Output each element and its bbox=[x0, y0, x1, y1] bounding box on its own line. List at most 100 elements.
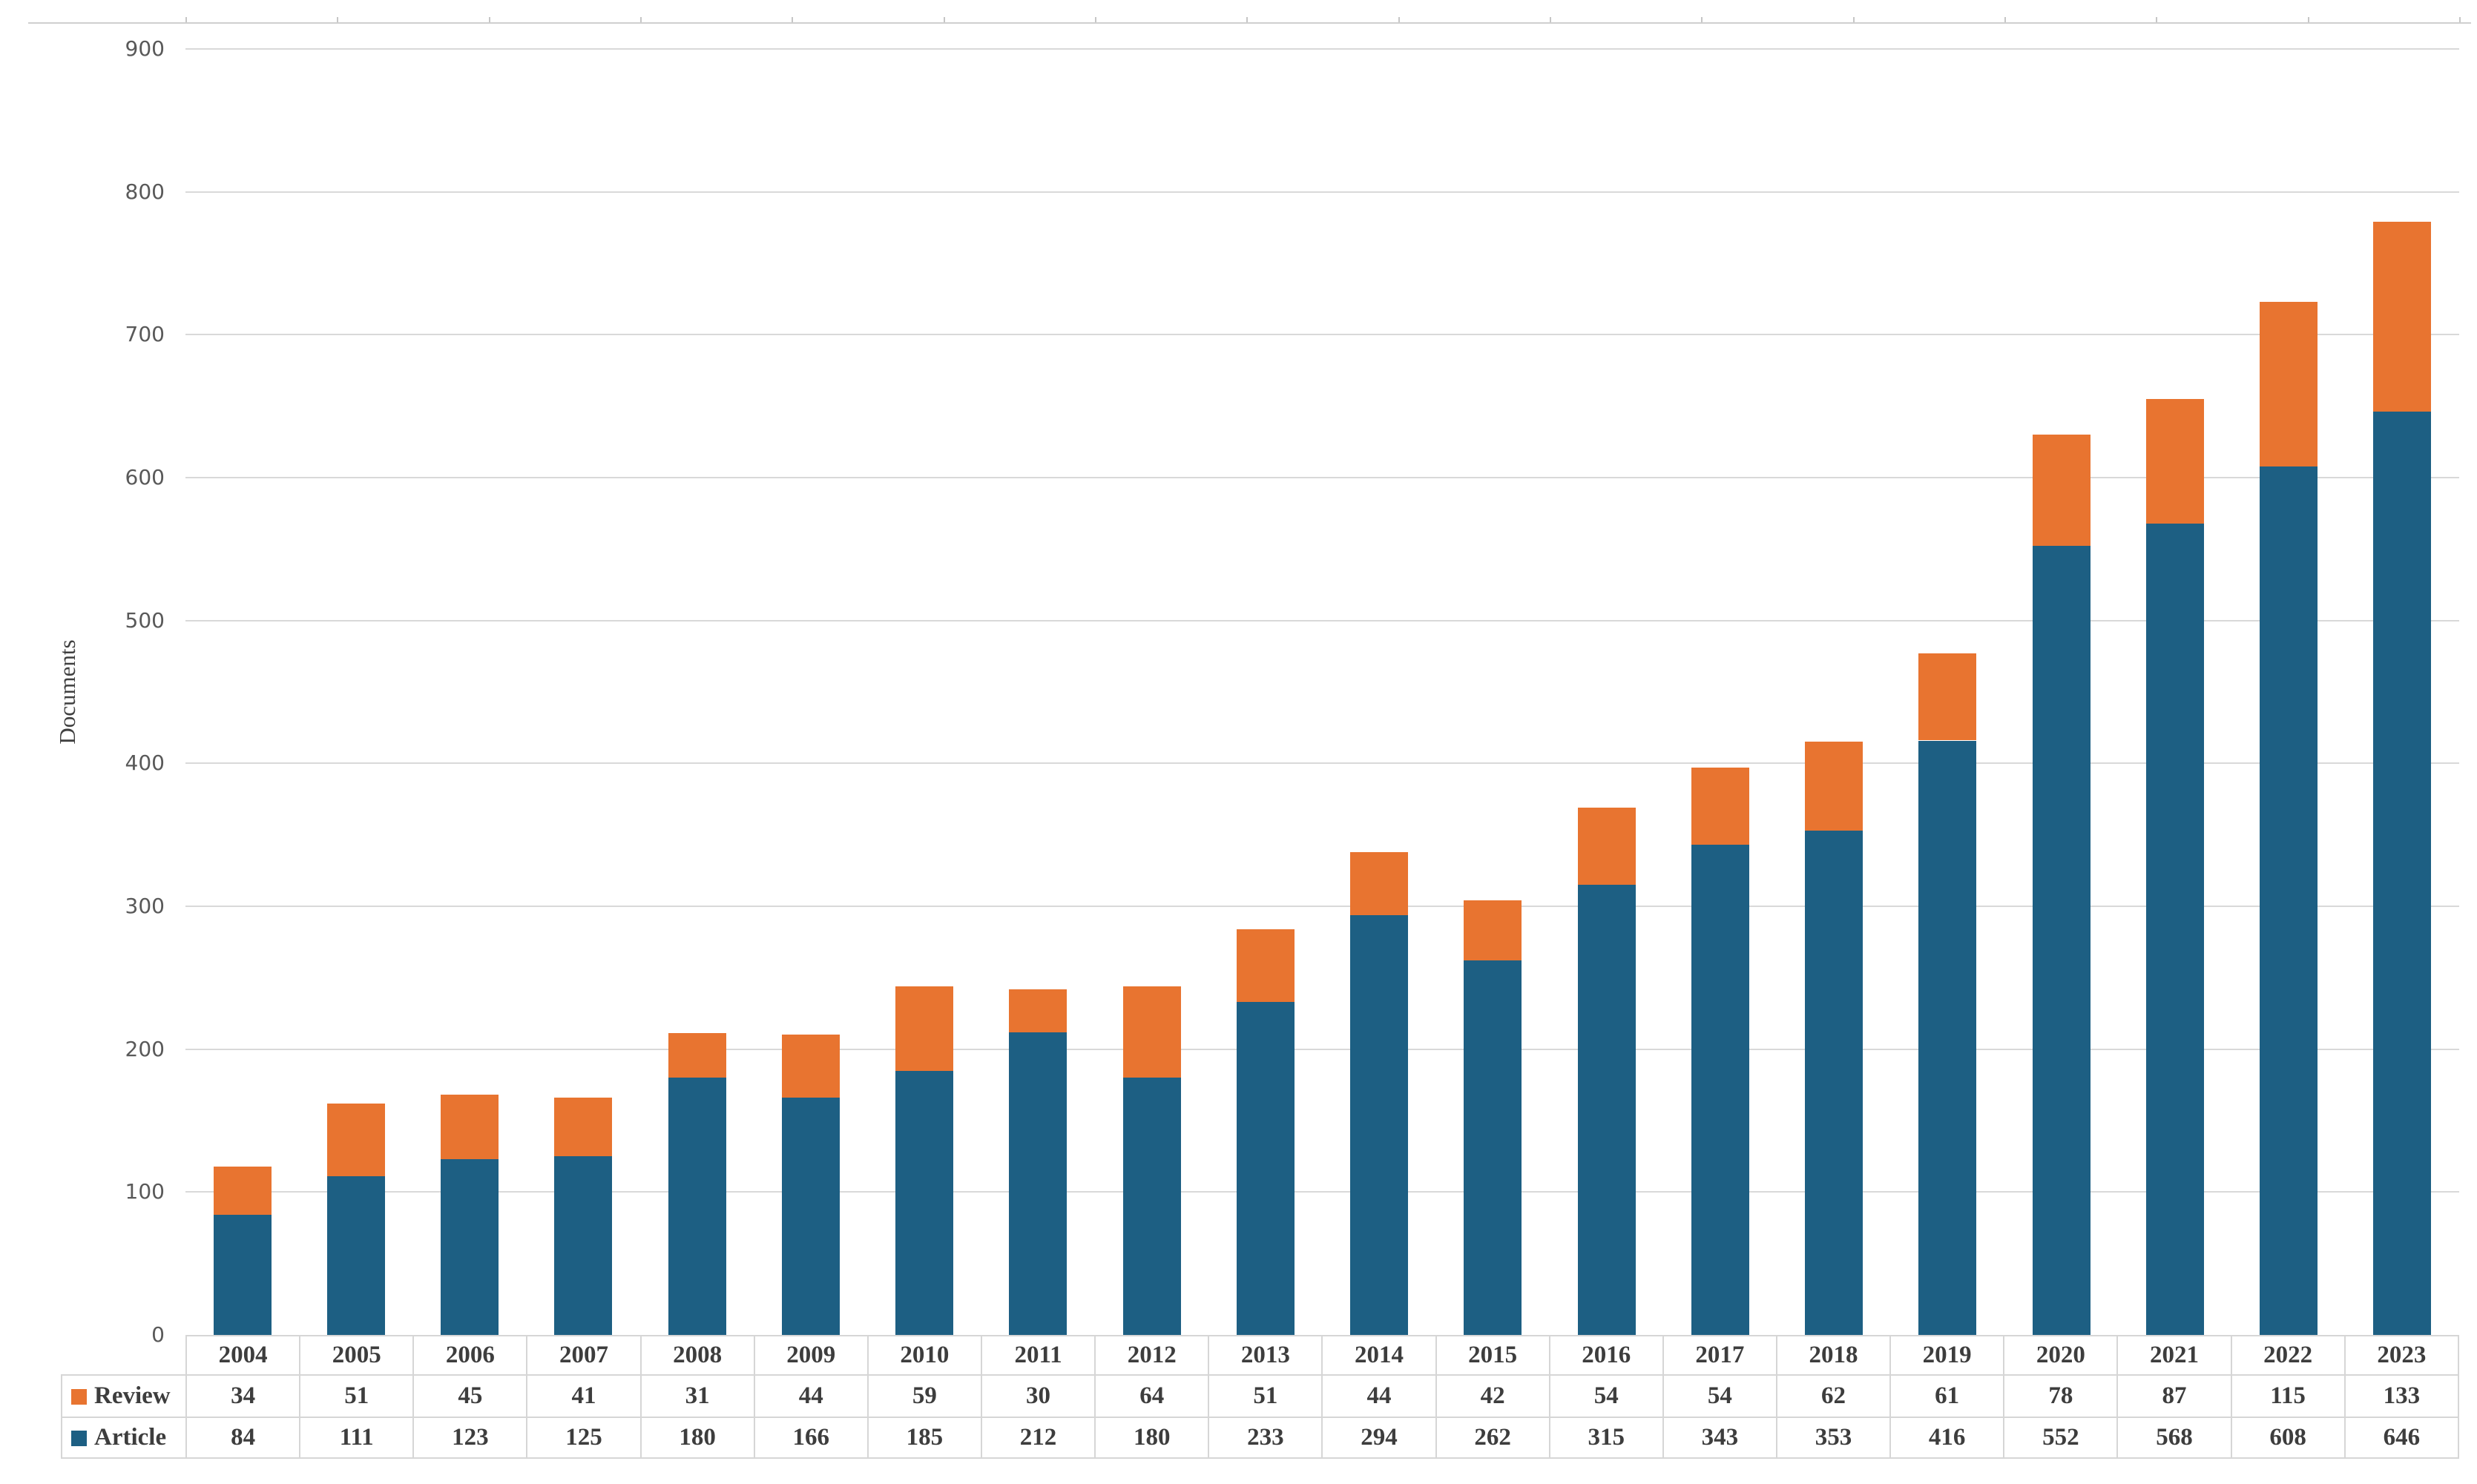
review-value-cell: 30 bbox=[980, 1374, 1096, 1418]
article-value-cell: 166 bbox=[753, 1417, 869, 1459]
article-value-cell: 262 bbox=[1435, 1417, 1550, 1459]
bar-segment-review bbox=[1236, 929, 1295, 1003]
top-axis-tick bbox=[640, 17, 642, 22]
year-header-cell: 2023 bbox=[2343, 1335, 2460, 1376]
review-value-cell: 64 bbox=[1094, 1374, 1210, 1418]
article-value-cell: 294 bbox=[1321, 1417, 1437, 1459]
gridline bbox=[185, 1048, 2459, 1050]
y-axis-tick-label: 900 bbox=[125, 36, 165, 61]
review-value-cell: 78 bbox=[2003, 1374, 2119, 1418]
y-axis-tick-label: 300 bbox=[125, 894, 165, 918]
review-value-cell: 54 bbox=[1662, 1374, 1777, 1418]
article-value-cell: 608 bbox=[2230, 1417, 2346, 1459]
y-axis-tick-label: 600 bbox=[125, 465, 165, 489]
top-axis-tick bbox=[1701, 17, 1703, 22]
review-legend-swatch-icon bbox=[71, 1389, 87, 1405]
y-axis-tick-label: 400 bbox=[125, 751, 165, 776]
year-header-cell: 2010 bbox=[866, 1335, 982, 1376]
article-value-cell: 568 bbox=[2116, 1417, 2232, 1459]
review-value-cell: 54 bbox=[1548, 1374, 1664, 1418]
top-axis-tick bbox=[1246, 17, 1248, 22]
article-value-cell: 180 bbox=[639, 1417, 755, 1459]
review-value-cell: 51 bbox=[1208, 1374, 1323, 1418]
year-header-cell: 2013 bbox=[1208, 1335, 1323, 1376]
year-header-cell: 2012 bbox=[1094, 1335, 1210, 1376]
year-header-cell: 2008 bbox=[639, 1335, 755, 1376]
bar-segment-review bbox=[1577, 808, 1636, 886]
bar-segment-article bbox=[1122, 1078, 1181, 1335]
top-axis-tick bbox=[2459, 17, 2461, 22]
y-axis-title: Documents bbox=[54, 639, 80, 745]
bar-segment-review bbox=[668, 1033, 726, 1078]
y-axis-tick-label: 700 bbox=[125, 322, 165, 347]
y-axis-tick-label: 0 bbox=[151, 1322, 165, 1347]
bar-segment-article bbox=[1691, 845, 1749, 1335]
bar-segment-review bbox=[2260, 302, 2318, 466]
year-header-cell: 2018 bbox=[1775, 1335, 1892, 1376]
bar-segment-review bbox=[1350, 851, 1409, 915]
review-value-cell: 51 bbox=[299, 1374, 415, 1418]
review-value-cell: 45 bbox=[412, 1374, 528, 1418]
top-axis-tick bbox=[2308, 17, 2309, 22]
bar-segment-review bbox=[2032, 435, 2091, 547]
bar-segment-article bbox=[1805, 830, 1863, 1335]
gridline bbox=[185, 48, 2459, 50]
article-value-cell: 185 bbox=[866, 1417, 982, 1459]
bar-segment-review bbox=[781, 1035, 840, 1098]
year-header-cell: 2020 bbox=[2003, 1335, 2119, 1376]
bar-segment-review bbox=[554, 1098, 613, 1157]
data-table: 2004 2005 2006 2007 2008 2009 2010 2011 2012 2013… bbox=[61, 1335, 2460, 1459]
article-value-cell: 125 bbox=[526, 1417, 642, 1459]
chart-top-border bbox=[28, 22, 2471, 24]
year-header-cell: 2017 bbox=[1662, 1335, 1777, 1376]
year-header-cell: 2006 bbox=[412, 1335, 528, 1376]
y-axis-tick-label: 100 bbox=[125, 1179, 165, 1204]
year-header-cell: 2021 bbox=[2116, 1335, 2232, 1376]
top-axis-tick bbox=[2156, 17, 2157, 22]
y-axis-tick-label: 200 bbox=[125, 1036, 165, 1061]
article-value-cell: 123 bbox=[412, 1417, 528, 1459]
bar-segment-article bbox=[326, 1176, 385, 1335]
table-corner-cell bbox=[62, 1336, 186, 1375]
bar-segment-review bbox=[1009, 989, 1068, 1032]
gridline bbox=[185, 191, 2459, 193]
bar-segment-review bbox=[895, 986, 954, 1071]
year-header-cell: 2009 bbox=[753, 1335, 869, 1376]
top-axis-tick bbox=[1095, 17, 1096, 22]
gridline bbox=[185, 477, 2459, 478]
year-header-cell: 2016 bbox=[1548, 1335, 1664, 1376]
year-header-cell: 2004 bbox=[185, 1335, 301, 1376]
review-value-cell: 62 bbox=[1775, 1374, 1892, 1418]
article-value-cell: 233 bbox=[1208, 1417, 1323, 1459]
bar-segment-article bbox=[1918, 740, 1977, 1335]
article-value-cell: 180 bbox=[1094, 1417, 1210, 1459]
bar-segment-article bbox=[1350, 914, 1409, 1335]
bar-segment-review bbox=[441, 1095, 499, 1159]
article-value-cell: 646 bbox=[2343, 1417, 2460, 1459]
top-axis-tick bbox=[792, 17, 793, 22]
review-value-cell: 87 bbox=[2116, 1374, 2232, 1418]
top-axis-tick bbox=[944, 17, 945, 22]
y-axis-tick-label: 800 bbox=[125, 179, 165, 204]
bar-segment-article bbox=[441, 1159, 499, 1335]
bar-segment-article bbox=[1577, 885, 1636, 1335]
bar-segment-review bbox=[1122, 986, 1181, 1078]
bar-segment-review bbox=[1691, 768, 1749, 845]
top-axis-tick bbox=[1398, 17, 1400, 22]
review-value-cell: 44 bbox=[753, 1374, 869, 1418]
review-value-cell: 42 bbox=[1435, 1374, 1550, 1418]
year-header-row: 2004 2005 2006 2007 2008 2009 2010 2011 2012 2013… bbox=[62, 1335, 2460, 1376]
bar-segment-article bbox=[1009, 1032, 1068, 1335]
bar-segment-review bbox=[326, 1103, 385, 1177]
article-value-cell: 416 bbox=[1889, 1417, 2005, 1459]
y-axis-tick-label: 500 bbox=[125, 607, 165, 633]
gridline bbox=[185, 334, 2459, 336]
bar-segment-article bbox=[1464, 960, 1522, 1335]
year-header-cell: 2014 bbox=[1321, 1335, 1437, 1376]
article-value-cell: 84 bbox=[185, 1417, 301, 1459]
bar-segment-article bbox=[2032, 546, 2091, 1335]
top-axis-tick bbox=[2004, 17, 2006, 22]
bar-segment-article bbox=[781, 1098, 840, 1335]
article-value-cell: 552 bbox=[2003, 1417, 2119, 1459]
